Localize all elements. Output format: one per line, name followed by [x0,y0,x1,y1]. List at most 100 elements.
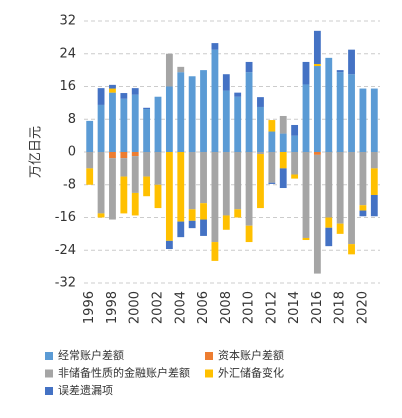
legend-label: 经常账户差额 [58,348,124,362]
legend-swatch [45,369,53,378]
legend-swatch [205,369,213,378]
bar-segment [97,88,105,105]
bar-segment [188,76,196,152]
bar-segment [200,203,207,220]
bar-segment [325,152,333,218]
legend-label: 外汇储备变化 [218,366,284,380]
bar-segment [370,194,378,217]
bar-segment [279,152,287,169]
bar-segment [188,209,196,221]
bar-segment [234,209,242,218]
bar-segment [188,220,196,229]
bar-segment [336,223,344,234]
bar-segment [268,120,276,132]
bar-segment [109,84,116,89]
bar-segment [359,152,367,206]
y-axis-label: 万亿日元 [29,126,44,178]
bar-segment [291,174,299,179]
bar-segment [325,57,333,152]
bar-segment [222,152,230,216]
y-tick-label: -8 [63,177,76,192]
x-tick-label: 1998 [105,291,120,324]
bar-segment [143,152,151,177]
bar-segment [177,152,185,222]
bar-segment [336,72,344,152]
bar-segment [348,152,355,245]
bar-segment [143,109,151,152]
bar-segment [279,115,287,134]
x-tick-label: 2012 [264,291,279,324]
x-tick-label: 2000 [128,291,143,324]
bar-segment [109,152,116,159]
bar-segment [313,154,321,274]
y-tick-label: 8 [68,112,76,127]
bar-segment [211,43,219,50]
bar-segment [143,176,151,197]
bar-segment [348,49,355,75]
bar-segment [154,184,162,209]
bar-segment [370,88,378,152]
bar-segment [302,152,310,238]
bar-segment [313,63,321,67]
legend-swatch [205,352,213,360]
bar-segment [154,96,162,152]
bar-segment [200,70,207,152]
y-tick-label: -16 [55,210,76,225]
x-tick-label: 1996 [82,291,97,324]
bar-segment [359,205,367,211]
bar-segment [245,61,253,73]
x-tick-label: 2008 [219,291,234,324]
bar-segment [222,90,230,152]
bar-segment [268,131,276,152]
bar-segment [177,66,185,73]
bar-segment [165,53,173,87]
legend-label: 非储备性质的金融账户差额 [58,366,190,380]
y-tick-label: -24 [55,243,76,258]
bar-segment [257,152,264,155]
bar-segment [302,84,310,152]
bar-segment [97,213,105,218]
bar-segment [370,168,378,195]
bar-segment [348,244,355,255]
legend-swatch [45,387,53,395]
bar-segment [268,152,276,183]
bar-segment [97,104,105,152]
bar-segment [120,176,128,214]
bar-segment [359,210,367,217]
bar-segment [109,92,116,152]
bar-segment [165,152,173,241]
bar-segment [325,227,333,247]
bar-segment [302,237,310,241]
bar-segment [291,152,299,175]
legend-swatch [45,352,53,360]
bar-segment [211,152,219,243]
bar-segment [257,154,264,209]
bar-segment [234,96,242,152]
x-tick-label: 2006 [196,291,211,324]
bar-segment [109,88,116,93]
bar-segment [177,72,185,152]
bar-segment [120,158,128,177]
bar-segment [222,215,230,230]
y-tick-label: -32 [55,276,76,291]
x-tick-label: 2004 [173,291,188,324]
bar-segment [165,86,173,152]
legend-label: 误差遗漏项 [58,383,113,397]
bar-segment [234,92,242,97]
y-tick-label: 32 [59,14,76,29]
bar-segment [313,66,321,152]
bar-segment [86,120,94,152]
bar-segment [131,94,139,152]
bar-segment [165,240,173,250]
bar-segment [245,72,253,152]
bar-segment [279,168,287,189]
bar-segment [86,168,94,185]
bar-segment [325,217,333,228]
x-tick-label: 2018 [333,291,348,324]
bar-segment [188,152,196,210]
bar-segment [234,152,242,210]
bar-segment [336,152,344,224]
bar-segment [279,133,287,152]
bar-segment [245,152,253,226]
